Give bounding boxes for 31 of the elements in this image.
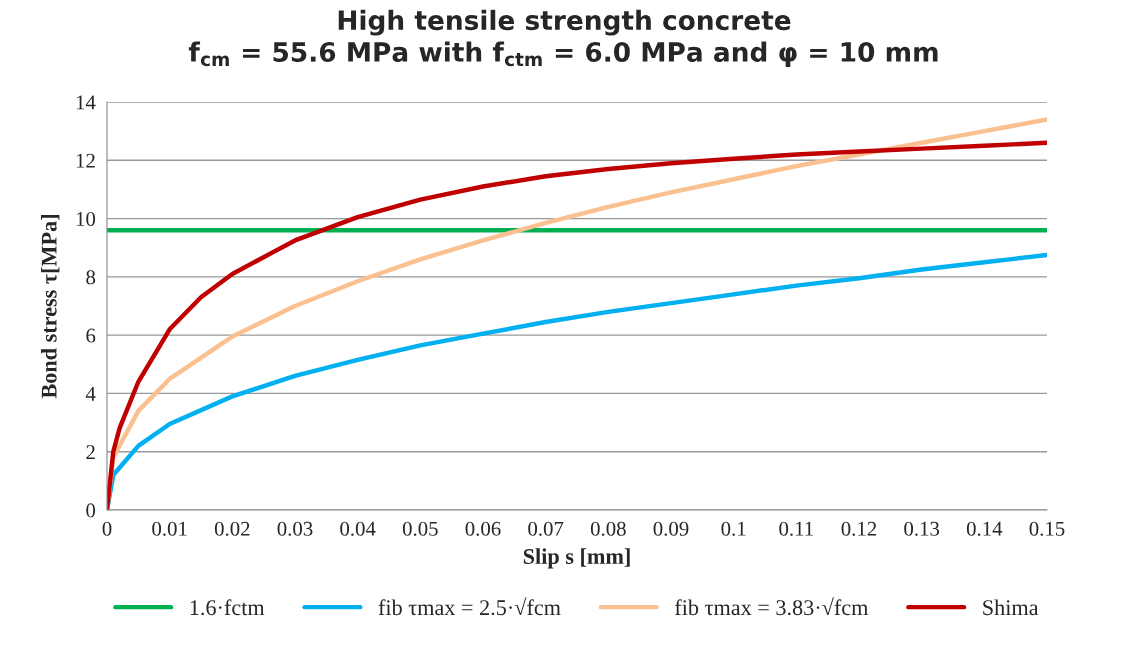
chart-title: High tensile strength concrete f$_{cm}$ = 55.6 MPa with f$_{ctm}$ = 6.0 MPa and φ = 10 mm bbox=[188, 9, 938, 68]
y-tick-label: 4 bbox=[85, 386, 96, 401]
y-axis-title: Bond stress τ[MPa] bbox=[41, 215, 60, 399]
x-tick-label: 0.01 bbox=[152, 521, 187, 536]
legend-label: 1.6·fctm bbox=[190, 599, 265, 616]
x-tick-label: 0.05 bbox=[402, 521, 438, 536]
y-tick-label: 12 bbox=[76, 153, 95, 168]
x-tick-label: 0.02 bbox=[214, 521, 250, 536]
x-tick-label: 0.04 bbox=[340, 521, 376, 536]
x-tick-label: 0.06 bbox=[465, 521, 501, 536]
x-tick-label: 0.13 bbox=[904, 521, 940, 536]
x-axis-title: Slip s [mm] bbox=[523, 548, 630, 569]
y-tick-label: 14 bbox=[76, 95, 96, 110]
x-tick-label: 0.11 bbox=[779, 521, 813, 536]
x-tick-label: 0.03 bbox=[277, 521, 313, 536]
x-tick-label: 0 bbox=[102, 521, 112, 536]
legend-label: fib τmax = 3.83·√fcm bbox=[675, 597, 869, 616]
x-tick-label: 0.08 bbox=[590, 521, 626, 536]
y-tick-label: 0 bbox=[86, 503, 96, 518]
legend-label: Shima bbox=[983, 599, 1039, 616]
x-tick-label: 0.07 bbox=[528, 521, 564, 536]
x-tick-label: 0.12 bbox=[841, 521, 877, 536]
y-tick-label: 8 bbox=[86, 270, 96, 285]
y-tick-label: 10 bbox=[76, 211, 96, 226]
x-tick-label: 0.1 bbox=[721, 521, 746, 536]
y-tick-label: 2 bbox=[86, 445, 95, 459]
legend-label: fib τmax = 2.5·√fcm bbox=[378, 597, 561, 616]
x-tick-label: 0.15 bbox=[1029, 521, 1065, 536]
x-tick-label: 0.09 bbox=[653, 521, 689, 536]
y-tick-label: 6 bbox=[86, 328, 96, 343]
x-tick-label: 0.14 bbox=[966, 521, 1003, 536]
